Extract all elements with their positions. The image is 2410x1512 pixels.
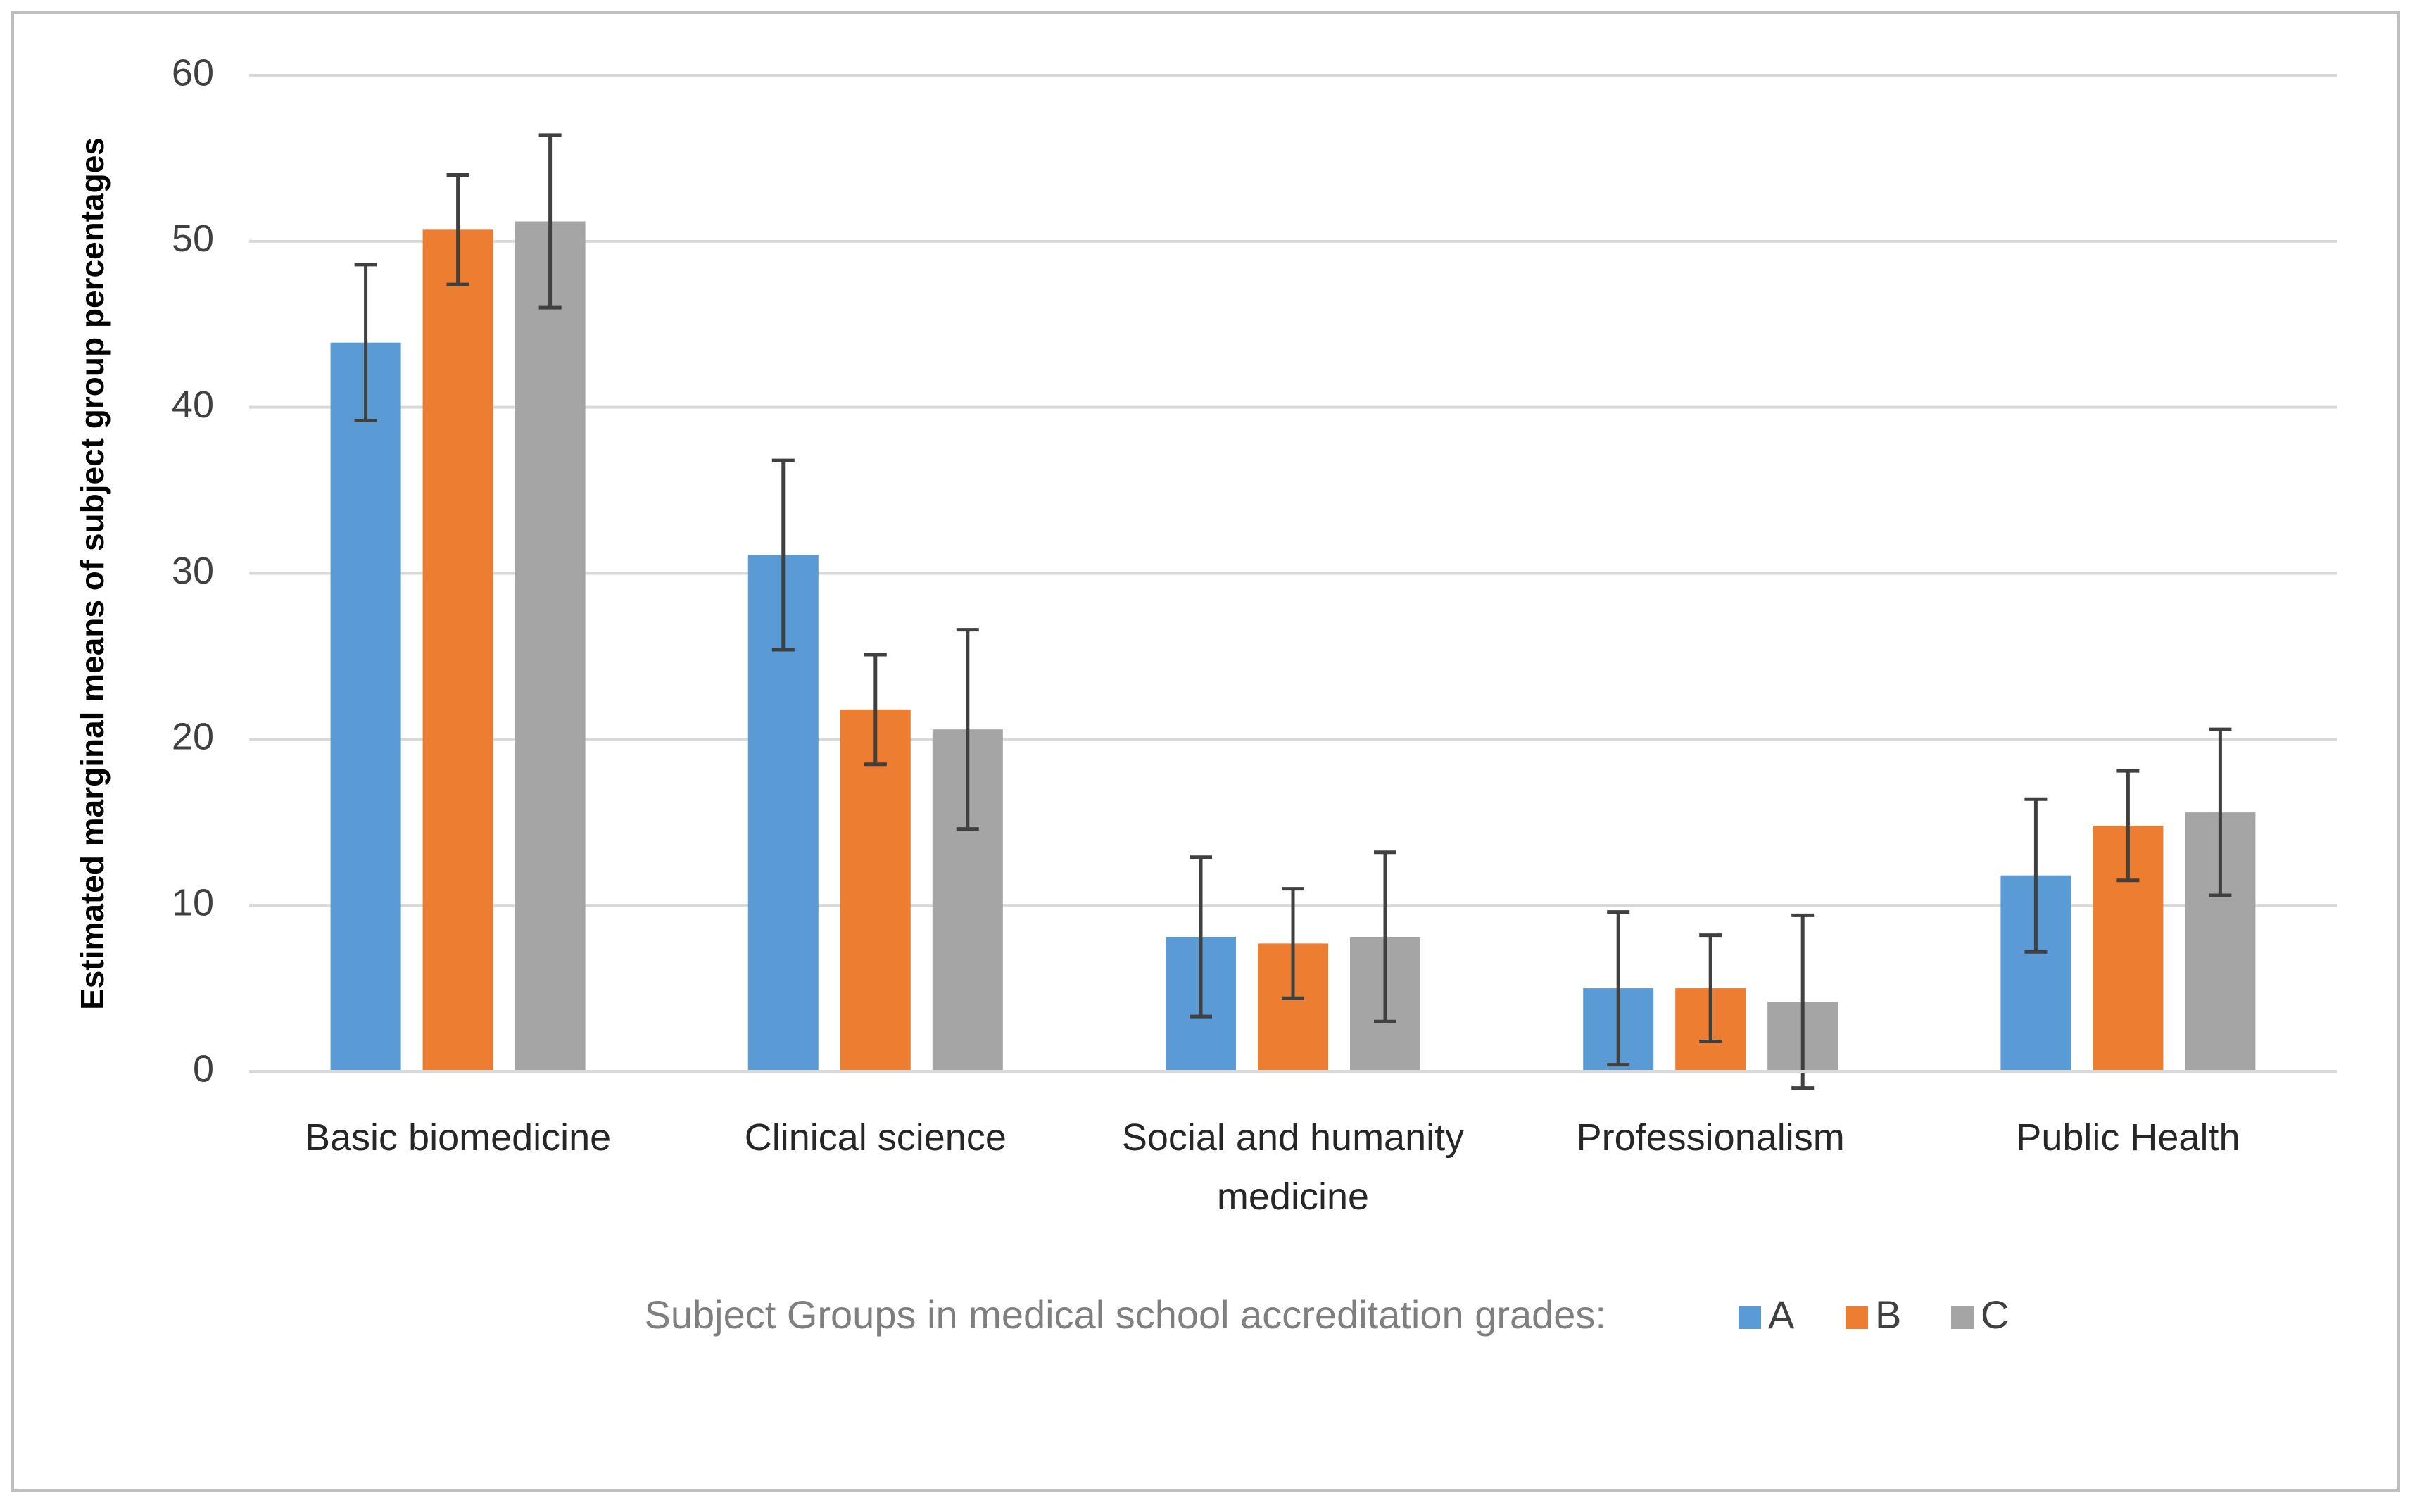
legend-swatch (1951, 1306, 1974, 1329)
y-tick-label: 60 (172, 51, 214, 94)
x-tick-label: Public Health (2016, 1116, 2240, 1159)
x-tick-label: Professionalism (1576, 1116, 1845, 1159)
bar (422, 229, 493, 1072)
y-tick-label: 0 (193, 1047, 214, 1090)
y-tick-label: 40 (172, 384, 214, 426)
legend-title: Subject Groups in medical school accredi… (644, 1292, 1606, 1337)
x-tick-label: Basic biomedicine (304, 1116, 612, 1159)
x-tick-label: Social and humanity medicine (1121, 1116, 1465, 1218)
y-tick-label: 30 (172, 550, 214, 592)
chart-frame (11, 11, 2400, 1492)
bar (515, 221, 586, 1071)
y-tick-label: 50 (172, 218, 214, 260)
bar (330, 342, 401, 1072)
legend-label: C (1981, 1292, 2009, 1337)
y-tick-label: 10 (172, 881, 214, 924)
legend-label: A (1768, 1292, 1795, 1337)
y-tick-label: 20 (172, 716, 214, 758)
legend-swatch (1846, 1306, 1868, 1329)
bar (840, 709, 911, 1071)
x-tick-label: Clinical science (744, 1116, 1007, 1159)
y-axis-title: Estimated marginal means of subject grou… (74, 137, 111, 1010)
legend-label: B (1875, 1292, 1901, 1337)
legend-swatch (1739, 1306, 1761, 1329)
